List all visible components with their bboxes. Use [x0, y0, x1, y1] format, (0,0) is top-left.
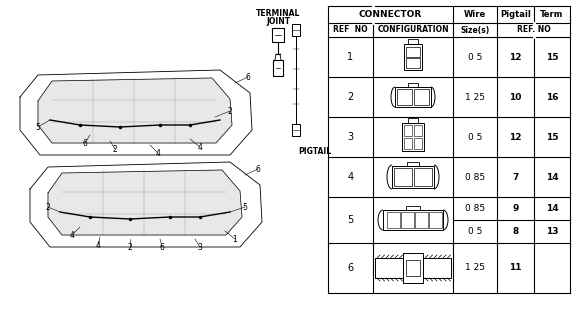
Text: 6: 6: [245, 73, 251, 82]
Bar: [404, 125, 412, 136]
Text: 12: 12: [509, 52, 522, 61]
Text: CONNECTOR: CONNECTOR: [359, 10, 422, 19]
Text: 1: 1: [347, 52, 353, 62]
Text: 0 85: 0 85: [465, 204, 485, 213]
Bar: [408, 118, 418, 123]
Bar: [406, 206, 420, 210]
Text: 5: 5: [347, 215, 353, 225]
Bar: [407, 162, 419, 166]
Text: JOINT: JOINT: [266, 17, 290, 26]
Text: 4: 4: [197, 142, 202, 151]
Text: 1: 1: [233, 235, 237, 244]
Text: 1 25: 1 25: [465, 92, 485, 101]
Text: PIGTAIL: PIGTAIL: [298, 148, 331, 156]
Text: 6: 6: [256, 164, 260, 173]
Text: 15: 15: [546, 52, 558, 61]
Text: 8: 8: [513, 227, 519, 236]
Text: 4: 4: [156, 148, 160, 157]
Bar: [403, 253, 423, 283]
Bar: [383, 210, 443, 230]
Text: REF. NO: REF. NO: [517, 26, 550, 35]
Text: 4: 4: [347, 172, 353, 182]
Bar: [404, 44, 422, 70]
Polygon shape: [38, 78, 232, 143]
Text: 2: 2: [46, 203, 50, 212]
Bar: [397, 89, 412, 105]
Text: 6: 6: [82, 139, 88, 148]
Bar: [408, 83, 418, 87]
Text: TERMINAL: TERMINAL: [256, 10, 300, 19]
Text: 12: 12: [509, 132, 522, 141]
Bar: [375, 258, 403, 278]
Bar: [292, 24, 300, 36]
Text: Wire: Wire: [464, 10, 486, 19]
Text: 2: 2: [128, 243, 132, 252]
Text: 14: 14: [546, 172, 558, 181]
Text: 4: 4: [96, 241, 101, 250]
Bar: [406, 47, 420, 57]
Text: 0 5: 0 5: [468, 52, 482, 61]
Bar: [292, 124, 300, 136]
Bar: [429, 212, 442, 228]
Bar: [394, 168, 412, 186]
Text: Pigtail: Pigtail: [500, 10, 531, 19]
Text: 13: 13: [546, 227, 558, 236]
Bar: [414, 168, 432, 186]
Bar: [404, 138, 412, 149]
Polygon shape: [48, 170, 242, 235]
Text: 2: 2: [113, 145, 117, 154]
Bar: [406, 58, 420, 68]
Bar: [415, 212, 428, 228]
Text: 2: 2: [228, 107, 232, 116]
Bar: [414, 89, 429, 105]
Text: Size(s): Size(s): [460, 26, 490, 35]
Text: 0 5: 0 5: [468, 227, 482, 236]
Bar: [402, 123, 424, 151]
Text: 1 25: 1 25: [465, 263, 485, 273]
Text: REF  NO: REF NO: [333, 26, 368, 35]
Bar: [408, 39, 418, 44]
Text: 7: 7: [513, 172, 519, 181]
Bar: [395, 87, 431, 107]
Bar: [401, 212, 414, 228]
Text: 10: 10: [509, 92, 522, 101]
Text: 3: 3: [197, 243, 202, 252]
Text: 15: 15: [546, 132, 558, 141]
Text: 11: 11: [509, 263, 522, 273]
Text: 0 5: 0 5: [468, 132, 482, 141]
Text: 16: 16: [546, 92, 558, 101]
Text: 9: 9: [513, 204, 519, 213]
Bar: [423, 258, 451, 278]
Bar: [414, 138, 422, 149]
Text: 3: 3: [347, 132, 353, 142]
Bar: [414, 125, 422, 136]
Text: Term: Term: [541, 10, 563, 19]
Text: 6: 6: [347, 263, 353, 273]
Bar: [272, 28, 284, 42]
Text: 5: 5: [35, 123, 41, 132]
Text: 0 85: 0 85: [465, 172, 485, 181]
Text: 2: 2: [347, 92, 353, 102]
Bar: [392, 166, 434, 188]
Text: CONFIGURATION: CONFIGURATION: [377, 26, 449, 35]
Bar: [387, 212, 400, 228]
Text: 5: 5: [243, 203, 248, 212]
Text: 14: 14: [546, 204, 558, 213]
Text: 6: 6: [160, 243, 164, 252]
Bar: [406, 260, 420, 276]
Text: 4: 4: [70, 230, 74, 239]
Bar: [273, 60, 283, 76]
